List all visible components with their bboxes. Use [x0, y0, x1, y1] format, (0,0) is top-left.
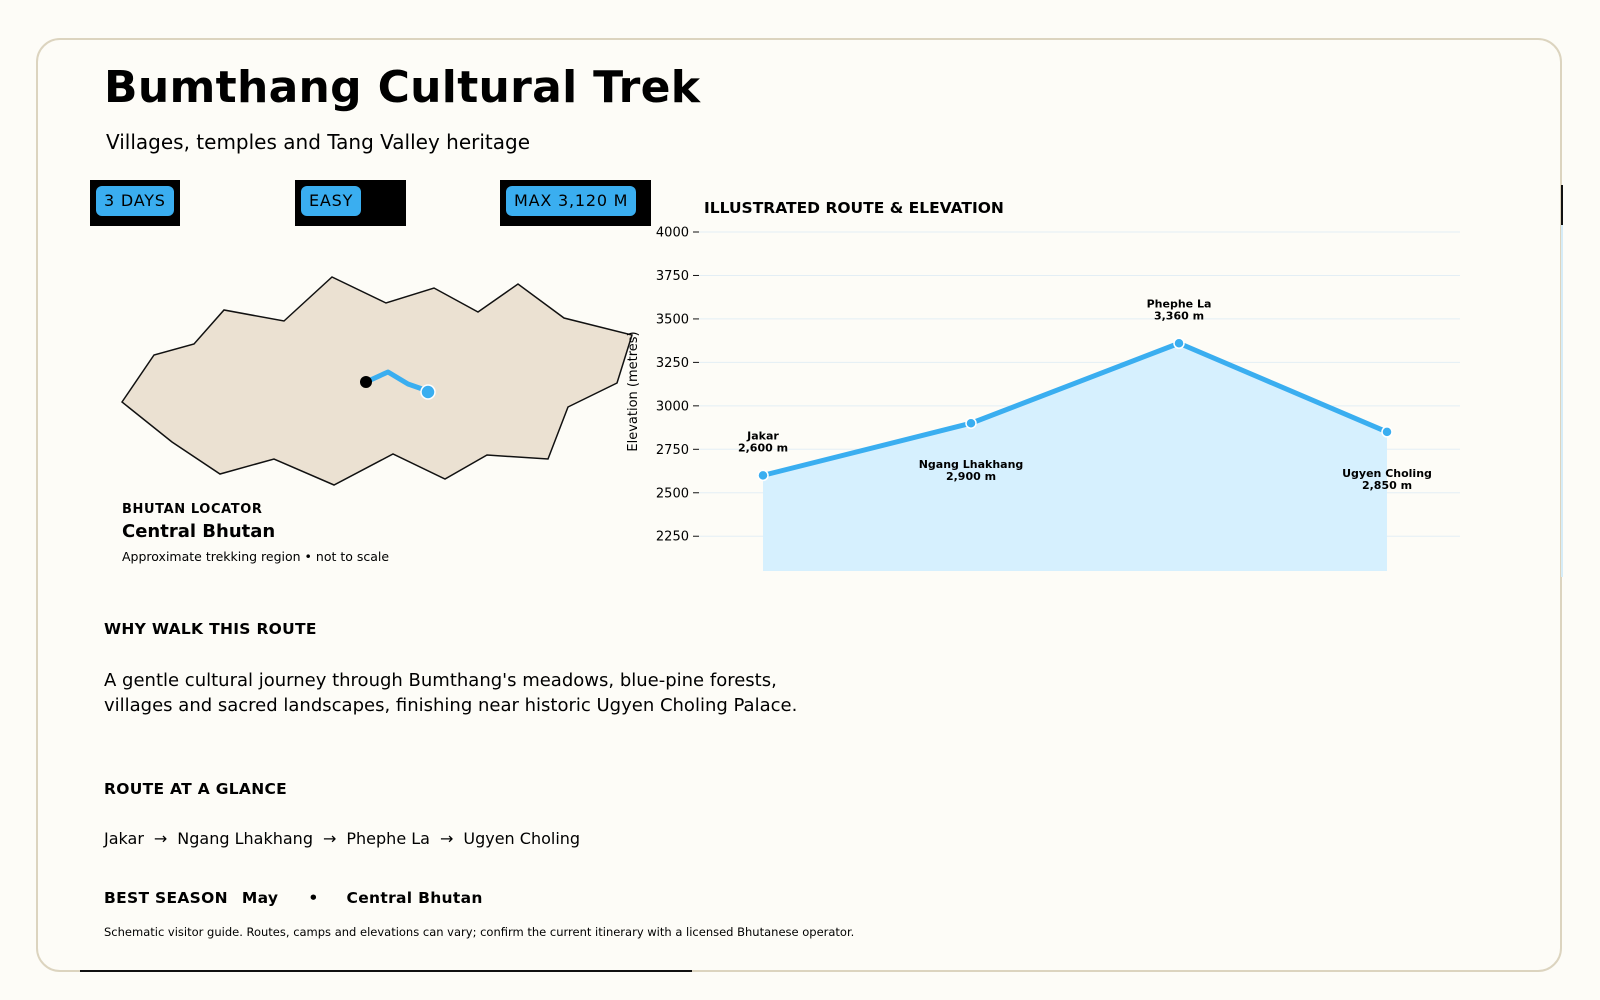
point-value-label: 2,900 m	[946, 470, 996, 483]
y-tick-label: 2750	[656, 443, 689, 458]
edge-accent-dark	[1561, 185, 1563, 225]
trek-route-line	[363, 369, 431, 394]
badge-duration-label: 3 DAYS	[96, 186, 174, 216]
point-name-label: Ugyen Choling	[1342, 467, 1432, 480]
why-text: A gentle cultural journey through Bumtha…	[104, 670, 798, 716]
elevation-point	[965, 417, 977, 429]
season-separator: •	[308, 889, 319, 907]
locator-note: Approximate trekking region • not to sca…	[122, 549, 390, 564]
bottom-rule	[80, 970, 692, 972]
locator-title: Central Bhutan	[122, 521, 276, 542]
y-tick-label: 3750	[656, 269, 689, 284]
y-tick-label: 3000	[656, 399, 689, 414]
edge-accent	[1561, 185, 1563, 577]
y-tick-label: 4000	[656, 226, 689, 241]
season-label: BEST SEASON	[104, 889, 228, 907]
route-stop: Ngang Lhakhang	[177, 829, 313, 848]
season-region: Central Bhutan	[346, 889, 483, 907]
point-name-label: Ngang Lhakhang	[919, 458, 1024, 471]
point-value-label: 2,850 m	[1362, 479, 1412, 492]
elevation-point	[1173, 337, 1185, 350]
elevation-chart: ILLUSTRATED ROUTE & ELEVATION Elevation …	[626, 199, 1460, 571]
page-title: Bumthang Cultural Trek	[104, 62, 701, 113]
route-arrow: →	[322, 829, 337, 848]
disclaimer: Schematic visitor guide. Routes, camps a…	[104, 925, 855, 939]
season-line: BEST SEASON May • Central Bhutan	[104, 889, 483, 907]
point-value-label: 2,600 m	[738, 441, 788, 454]
badge-difficulty-label: EASY	[301, 186, 362, 216]
bhutan-outline	[120, 276, 633, 486]
y-tick-label: 3500	[656, 312, 689, 327]
route-arrow: →	[153, 829, 168, 848]
route-stop: Jakar	[104, 829, 144, 848]
route-heading: ROUTE AT A GLANCE	[104, 780, 288, 798]
badge-max-elevation-label: MAX 3,120 M	[506, 186, 637, 216]
why-heading: WHY WALK THIS ROUTE	[104, 620, 317, 638]
route-start-marker	[360, 376, 372, 388]
badge-max-elevation: MAX 3,120 M	[500, 180, 651, 226]
route-end-marker	[420, 384, 436, 400]
season-value: May	[241, 889, 279, 907]
badge-duration: 3 DAYS	[90, 180, 180, 226]
locator-kicker: BHUTAN LOCATOR	[122, 502, 263, 517]
chart-title: ILLUSTRATED ROUTE & ELEVATION	[704, 199, 1004, 217]
route-summary: Jakar → Ngang Lhakhang → Phephe La → Ugy…	[104, 829, 580, 848]
page-subtitle: Villages, temples and Tang Valley herita…	[106, 130, 530, 154]
route-stop: Phephe La	[346, 829, 430, 848]
badge-difficulty: EASY	[295, 180, 406, 226]
elevation-point	[757, 469, 769, 482]
elevation-point	[1381, 426, 1393, 438]
y-tick-label: 2250	[656, 530, 689, 545]
elevation-line	[762, 340, 1388, 478]
y-tick-label: 2500	[656, 486, 689, 501]
bhutan-locator-map	[120, 276, 633, 486]
y-tick-label: 3250	[656, 356, 689, 371]
route-arrow: →	[439, 829, 454, 848]
chart-y-axis-label: Elevation (metres)	[626, 331, 641, 451]
point-value-label: 3,360 m	[1154, 309, 1204, 322]
elevation-area	[763, 343, 1387, 571]
point-name-label: Jakar	[746, 429, 779, 442]
route-stop: Ugyen Choling	[463, 829, 581, 848]
point-name-label: Phephe La	[1147, 297, 1212, 310]
